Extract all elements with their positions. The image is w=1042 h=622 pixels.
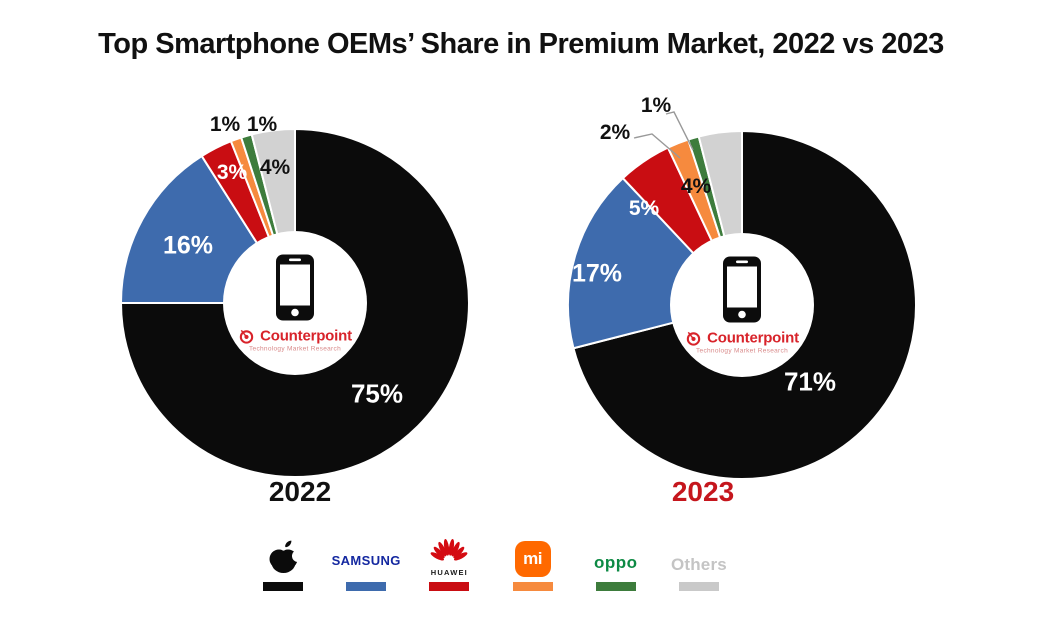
donut-svg-2022 bbox=[120, 128, 470, 478]
legend-swatch-huawei bbox=[429, 582, 470, 591]
brand-legend: SAMSUNG HUAWEI bbox=[248, 530, 734, 591]
slice-label-huawei-2022: 3% bbox=[216, 161, 248, 184]
donut-chart-2022: 75% 16% 3% 1% 1% 4% Counterpoint Technology M… bbox=[95, 88, 495, 508]
slice-label-others-2023: 4% bbox=[680, 175, 712, 198]
huawei-logo-icon bbox=[430, 539, 468, 561]
donut-svg-2023 bbox=[567, 111, 918, 480]
page-title: Top Smartphone OEMs’ Share in Premium Ma… bbox=[98, 28, 944, 60]
legend-swatch-oppo bbox=[595, 582, 636, 591]
donut-hole bbox=[670, 233, 814, 377]
legend-item-apple bbox=[248, 530, 318, 591]
oppo-wordmark: oppo bbox=[593, 553, 638, 572]
year-label-2023: 2023 bbox=[671, 476, 735, 507]
legend-item-huawei: HUAWEI bbox=[414, 530, 484, 591]
others-label: Others bbox=[670, 555, 727, 574]
slice-label-apple-2023: 71% bbox=[783, 366, 837, 397]
donut-hole bbox=[223, 231, 367, 375]
slice-label-oppo-2022: 1% bbox=[246, 113, 278, 136]
legend-item-others: Others bbox=[664, 530, 734, 591]
legend-item-samsung: SAMSUNG bbox=[331, 530, 401, 591]
leader-line-1 bbox=[665, 111, 694, 151]
leader-line-0 bbox=[633, 133, 681, 159]
xiaomi-logo-icon: mi bbox=[514, 541, 551, 577]
samsung-wordmark: SAMSUNG bbox=[331, 553, 401, 568]
slice-label-huawei-2023: 5% bbox=[628, 197, 660, 220]
legend-item-oppo: oppo bbox=[581, 530, 651, 591]
slice-label-xiaomi-2023: 2% bbox=[599, 121, 631, 144]
slice-label-samsung-2023: 17% bbox=[571, 259, 623, 288]
year-label-2022: 2022 bbox=[268, 476, 332, 507]
legend-swatch-xiaomi bbox=[512, 582, 553, 591]
slice-label-xiaomi-2022: 1% bbox=[209, 113, 241, 136]
legend-swatch-others bbox=[678, 582, 719, 591]
slice-label-apple-2022: 75% bbox=[350, 378, 404, 409]
legend-swatch-samsung bbox=[346, 582, 387, 591]
huawei-wordmark: HUAWEI bbox=[430, 568, 468, 577]
slice-label-samsung-2022: 16% bbox=[162, 231, 214, 260]
xiaomi-mi-text: mi bbox=[523, 549, 542, 568]
donut-chart-2023: 71% 17% 5% 2% 1% 4% Counterpoint Technology M… bbox=[540, 88, 940, 508]
legend-item-xiaomi: mi bbox=[498, 530, 568, 591]
legend-swatch-apple bbox=[263, 582, 303, 591]
apple-logo-icon bbox=[269, 540, 300, 573]
slice-label-others-2022: 4% bbox=[259, 156, 291, 179]
slice-label-oppo-2023: 1% bbox=[640, 94, 672, 117]
